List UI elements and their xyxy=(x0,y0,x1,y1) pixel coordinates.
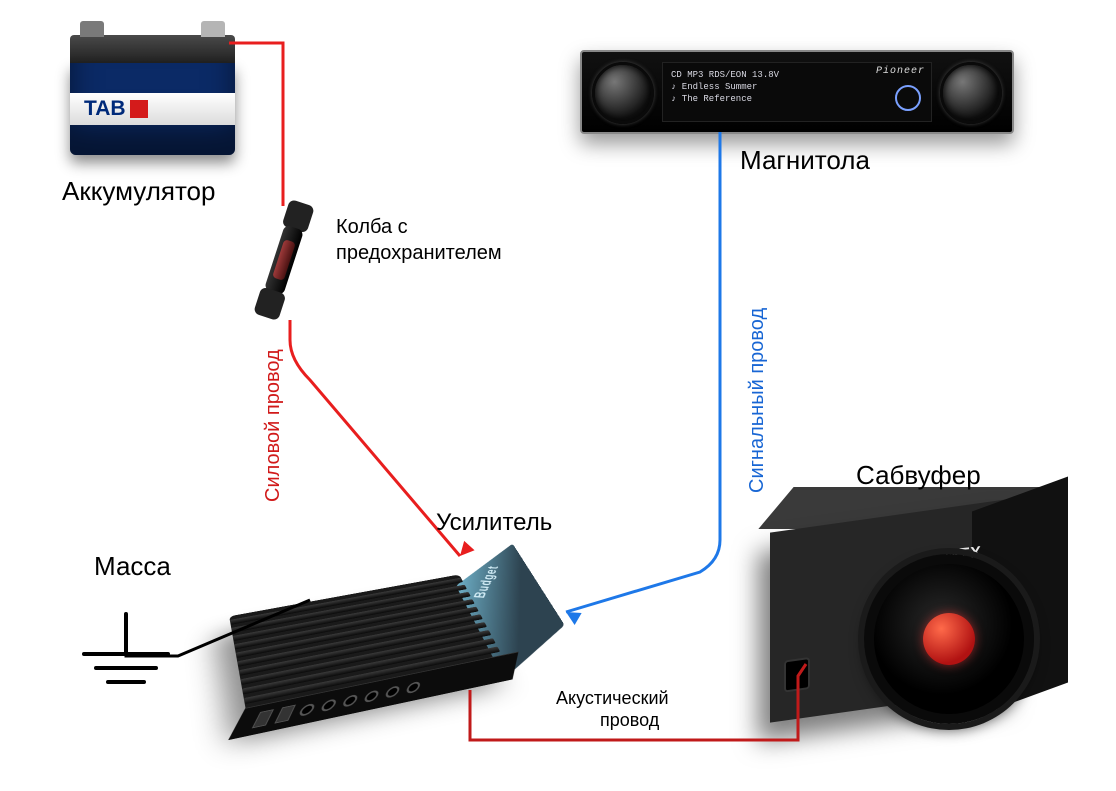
battery-brand-accent xyxy=(130,100,148,118)
battery-terminal-pos xyxy=(201,21,225,37)
sub-dustcap xyxy=(923,613,975,665)
sub-driver xyxy=(864,554,1034,724)
amp-rca-jack xyxy=(363,689,380,703)
label-battery: Аккумулятор xyxy=(62,176,215,207)
ground-symbol xyxy=(70,610,180,700)
amp-rca-jack xyxy=(320,698,338,712)
fuse-holder xyxy=(251,198,317,321)
label-power-wire: Силовой провод xyxy=(262,349,285,502)
battery: TAB xyxy=(70,35,235,165)
label-signal-wire: Сигнальный провод xyxy=(746,308,769,493)
amp-switch xyxy=(274,705,295,724)
sub-terminal xyxy=(784,657,810,693)
label-head-unit: Магнитола xyxy=(740,145,870,176)
label-speaker-wire-1: Акустический xyxy=(556,688,669,709)
amp-switch xyxy=(252,709,274,728)
amp-rca-jack xyxy=(298,702,317,716)
display-line-2: ♪ Endless Summer xyxy=(671,81,923,93)
label-ground: Масса xyxy=(94,551,171,582)
battery-brand-strip: TAB xyxy=(70,93,235,125)
amp-rca-jack xyxy=(341,693,359,707)
label-fuse-2: предохранителем xyxy=(336,242,502,265)
label-fuse-1: Колба с xyxy=(336,216,408,239)
label-amplifier: Усилитель xyxy=(436,509,552,537)
amplifier: Budget xyxy=(245,540,575,700)
source-ring-icon xyxy=(895,85,921,111)
amp-rca-jack xyxy=(384,685,401,699)
volume-knob xyxy=(592,62,654,124)
label-speaker-wire-2: провод xyxy=(600,710,659,731)
head-unit-display: Pioneer CD MP3 RDS/EON 13.8V ♪ Endless S… xyxy=(662,62,932,122)
subwoofer: MTX xyxy=(770,490,1060,710)
battery-top xyxy=(70,35,235,65)
amp-rca-jack xyxy=(405,680,421,694)
head-unit: Pioneer CD MP3 RDS/EON 13.8V ♪ Endless S… xyxy=(580,50,1014,134)
display-line-3: ♪ The Reference xyxy=(671,93,923,105)
battery-terminal-neg xyxy=(80,21,104,37)
diagram-stage: TAB Pioneer CD MP3 RDS/EON 13.8V ♪ Endle… xyxy=(0,0,1116,791)
head-unit-brand: Pioneer xyxy=(876,65,925,79)
battery-brand-text: TAB xyxy=(84,97,126,121)
tune-knob xyxy=(940,62,1002,124)
label-subwoofer: Сабвуфер xyxy=(856,460,981,491)
